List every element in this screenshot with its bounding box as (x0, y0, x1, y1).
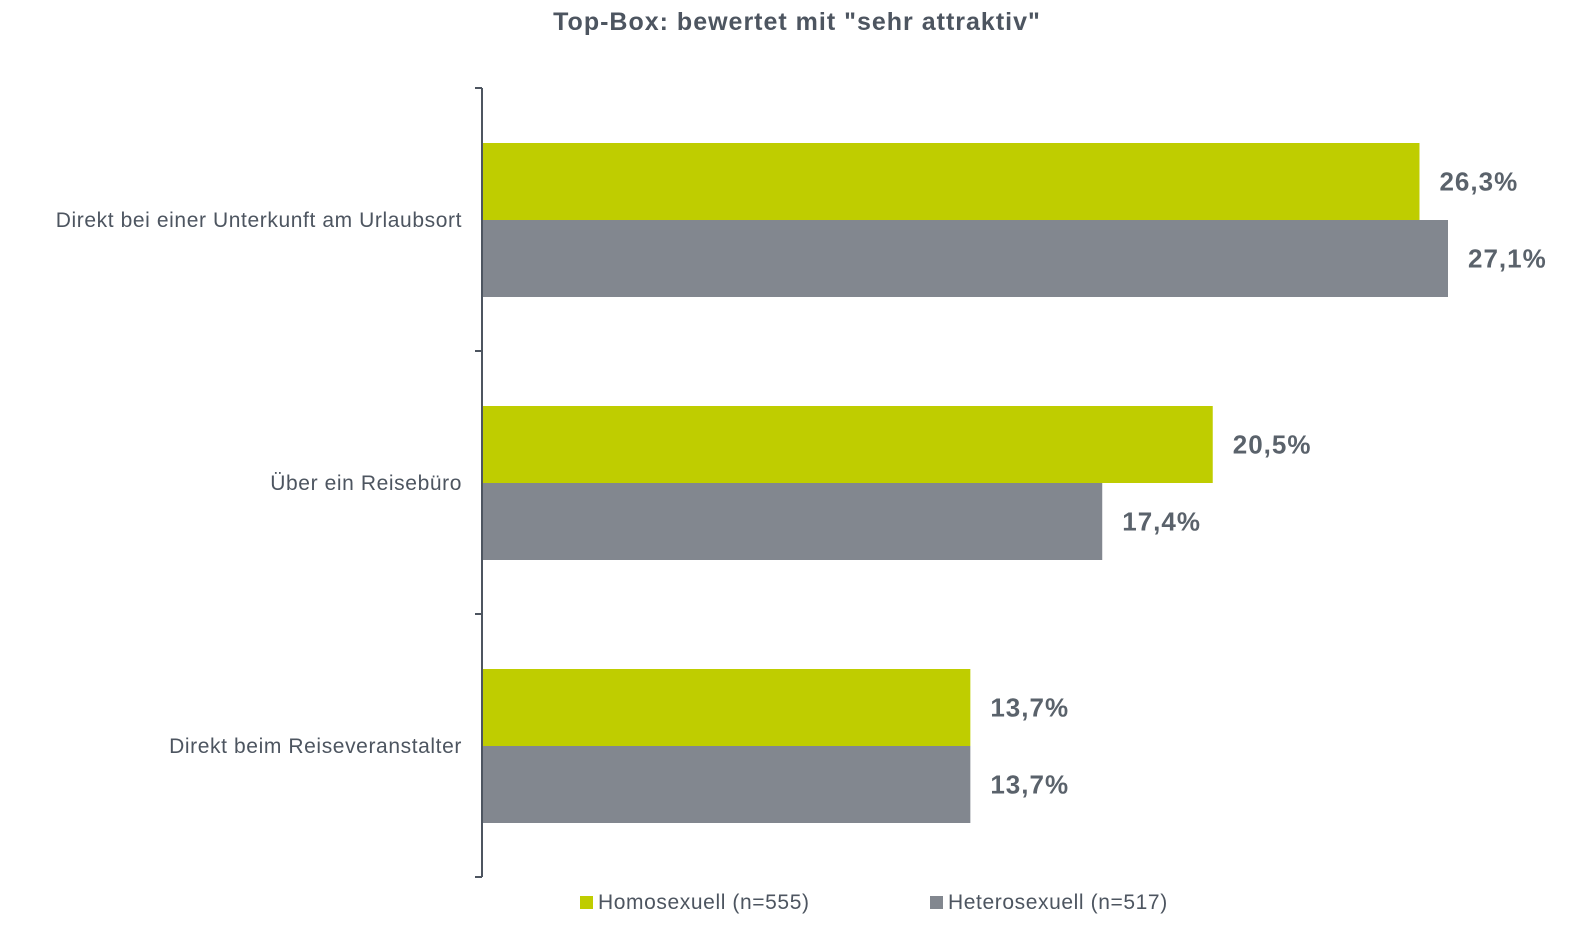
legend-label: Homosexuell (n=555) (598, 891, 810, 914)
data-label: 13,7% (990, 770, 1069, 800)
category-labels: Direkt bei einer Unterkunft am Urlaubsor… (56, 209, 462, 758)
data-label: 17,4% (1122, 507, 1201, 537)
bar-heterosexuell-1 (483, 483, 1103, 560)
bar-heterosexuell-0 (483, 220, 1448, 297)
bar-homosexuell-1 (483, 406, 1213, 483)
data-label: 27,1% (1468, 244, 1547, 274)
bar-homosexuell-0 (483, 143, 1420, 220)
y-axis (475, 87, 483, 878)
bar-homosexuell-2 (483, 669, 971, 746)
bars (483, 143, 1448, 823)
category-label: Direkt bei einer Unterkunft am Urlaubsor… (56, 209, 462, 232)
legend: Homosexuell (n=555) Heterosexuell (n=517) (580, 891, 1168, 914)
legend-swatch (930, 896, 943, 909)
value-labels: 26,3% 27,1% 20,5% 17,4% 13,7% 13,7% (990, 167, 1547, 800)
bar-heterosexuell-2 (483, 746, 971, 823)
legend-label: Heterosexuell (n=517) (948, 891, 1168, 914)
category-label: Über ein Reisebüro (270, 472, 462, 495)
data-label: 26,3% (1439, 167, 1518, 197)
category-label: Direkt beim Reiseveranstalter (169, 735, 462, 758)
data-label: 20,5% (1233, 430, 1312, 460)
chart-title: Top-Box: bewertet mit "sehr attraktiv" (553, 8, 1041, 36)
legend-swatch (580, 896, 593, 909)
data-label: 13,7% (990, 693, 1069, 723)
